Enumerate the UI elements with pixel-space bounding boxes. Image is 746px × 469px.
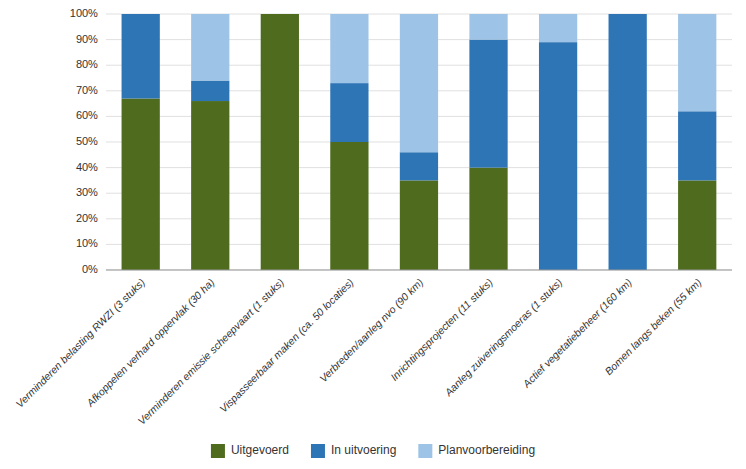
bar-segment <box>609 14 647 270</box>
bar-segment <box>191 101 229 270</box>
y-tick-label: 90% <box>76 33 98 45</box>
x-tick-label: Verminderen emissie scheepvaart (1 stuks… <box>135 276 286 427</box>
x-axis-line <box>106 269 732 270</box>
series <box>122 14 717 270</box>
bars <box>122 14 717 270</box>
y-tick-label: 60% <box>76 109 98 121</box>
x-tick-label: Aanleg zuiveringsmoeras (1 stuks) <box>441 276 564 399</box>
y-tick-label: 40% <box>76 161 98 173</box>
x-tick-label: Actief vegetatiebeheer (160 km) <box>520 276 634 390</box>
series <box>191 14 716 152</box>
y-tick-label: 30% <box>76 186 98 198</box>
legend-swatch <box>311 444 325 458</box>
bar-segment <box>261 14 299 15</box>
y-axis: 0% 10% 20% 30% 40% 50% 60% 70% 80% 90% 100% <box>70 7 732 275</box>
bar-segment <box>122 14 160 98</box>
bar-segment <box>539 14 577 42</box>
x-axis: Verminderen belasting RWZI (3 stuks)Afko… <box>13 276 703 427</box>
chart: 0% 10% 20% 30% 40% 50% 60% 70% 80% 90% 100% Vermind… <box>0 0 746 469</box>
y-tick-label: 80% <box>76 58 98 70</box>
bar-segment <box>191 14 229 81</box>
bar-segment <box>261 14 299 15</box>
bar-segment <box>469 168 507 270</box>
legend: Uitgevoerd In uitvoering Planvoorbereiding <box>211 443 535 458</box>
bar-segment <box>330 83 368 142</box>
y-tick-label: 20% <box>76 212 98 224</box>
bar-segment <box>678 111 716 180</box>
bar-segment <box>469 14 507 40</box>
bar-segment <box>330 142 368 270</box>
bar-segment <box>678 180 716 270</box>
bar-segment <box>539 42 577 270</box>
bar-segment <box>469 40 507 168</box>
y-tick-label: 0% <box>82 263 98 275</box>
bar-segment <box>122 14 160 15</box>
bar-segment <box>609 14 647 15</box>
y-tick-label: 10% <box>76 237 98 249</box>
legend-swatch <box>211 444 225 458</box>
grid-line <box>106 269 732 270</box>
legend-label: In uitvoering <box>331 443 396 457</box>
bar-segment <box>330 14 368 83</box>
x-tick-label: Verminderen belasting RWZI (3 stuks) <box>13 276 147 410</box>
x-tick-label: Bomen langs beken (55 km) <box>602 276 703 377</box>
legend-swatch <box>418 444 432 458</box>
bar-segment <box>400 14 438 152</box>
x-tick-label: Afkoppelen verhard oppervlak (30 ha) <box>83 276 216 409</box>
legend-label: Planvoorbereiding <box>438 443 535 457</box>
x-tick-label: Vispasseerbaar maken (ca. 50 locaties) <box>217 276 356 415</box>
series <box>122 14 717 270</box>
bar-segment <box>191 81 229 101</box>
bar-segment <box>400 152 438 180</box>
bar-segment <box>400 180 438 270</box>
bar-segment <box>678 14 716 111</box>
bar-segment <box>261 14 299 270</box>
y-tick-label: 50% <box>76 135 98 147</box>
y-tick-label: 70% <box>76 84 98 96</box>
bar-segment <box>122 98 160 270</box>
legend-label: Uitgevoerd <box>231 443 289 457</box>
y-tick-label: 100% <box>70 7 98 19</box>
